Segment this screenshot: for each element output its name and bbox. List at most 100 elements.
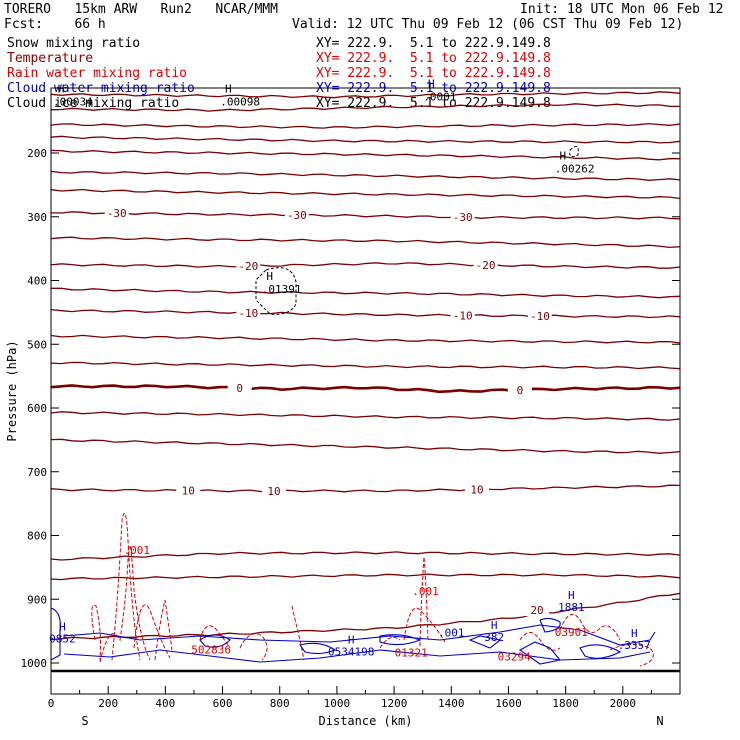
y-tick-label: 1000: [21, 657, 48, 670]
ice-max-value: .00034: [53, 96, 93, 109]
isotherm-label: 10: [182, 485, 195, 498]
isotherm-label-bg: [236, 306, 261, 319]
ice-max-marker: H: [559, 150, 566, 163]
rain-contour-12: [559, 613, 621, 641]
isotherm-18: [50, 551, 681, 561]
y-tick-label: 800: [27, 530, 47, 543]
x-tick-label: 2000: [610, 697, 637, 710]
cloud-water-contour-2: [63, 649, 651, 663]
rain-contour-5: [419, 556, 429, 647]
cloud-water-value: 0534198: [328, 645, 374, 658]
isotherm-6: [50, 188, 681, 200]
rain-contour-3: [91, 604, 101, 661]
ice-max-value: .0001: [423, 91, 456, 104]
x-axis-title: Distance (km): [319, 714, 413, 728]
ice-max-value: .00098: [220, 96, 260, 109]
plot-frame: [50, 87, 681, 695]
cloud-water-contour-6: [199, 634, 231, 648]
cloud-water-max-marker: H: [491, 619, 498, 632]
x-tick-label: 1600: [495, 697, 522, 710]
rain-contour-6: [403, 607, 446, 643]
isotherm-14: [50, 384, 681, 394]
cloud-water-contour-3: [379, 634, 422, 646]
rain-value: 03901: [555, 626, 588, 639]
isotherm-label-bg: [527, 310, 552, 323]
cloud-water-max-marker: H: [568, 589, 575, 602]
isotherm-12: [50, 334, 681, 344]
cloud-water-contour-7: [299, 642, 337, 655]
field-name-rain: Rain water mixing ratio: [7, 66, 188, 81]
init-time: Init: 18 UTC Mon 06 Feb 12: [520, 2, 724, 17]
x-tick-label: 400: [155, 697, 175, 710]
x-tick-label: 1000: [324, 697, 351, 710]
isotherm-11: [50, 308, 681, 319]
x-tick-label: 800: [270, 697, 290, 710]
cloud-water-value: 382: [484, 631, 504, 644]
isotherm-19: [50, 573, 681, 581]
cloud-water-max-marker: H: [631, 627, 638, 640]
cloud-water-value: .001: [438, 626, 465, 639]
cloud-water-max-marker: H: [348, 633, 355, 646]
isotherm-16: [50, 438, 681, 454]
x-tick-label: 200: [98, 697, 118, 710]
isotherm-3: [50, 135, 681, 144]
south-end-label: S: [81, 714, 88, 728]
y-tick-label: 400: [27, 275, 47, 288]
isotherm-label-bg: [507, 383, 532, 396]
isotherm-label: -20: [238, 260, 258, 273]
isotherm-13: [50, 361, 681, 370]
y-tick-label: 600: [27, 402, 47, 415]
x-tick-label: 1400: [438, 697, 465, 710]
field-name-snow: Snow mixing ratio: [7, 36, 141, 51]
isotherm-label: -30: [107, 207, 127, 220]
x-tick-label: 1200: [381, 697, 408, 710]
isotherm-10: [51, 287, 681, 299]
isotherm-8: [50, 236, 681, 249]
isotherm-label-bg: [525, 604, 550, 617]
x-tick-label: 0: [48, 697, 55, 710]
y-tick-label: 300: [27, 211, 47, 224]
isotherm-20: [50, 592, 681, 641]
isotherm-label-bg: [465, 483, 490, 496]
ice-max-value: .01391: [262, 283, 302, 296]
ice-max-marker: H: [58, 83, 65, 96]
precip-layer: [50, 512, 656, 667]
field-xy-rain: XY= 222.9. 5.1 to 222.9.149.8: [316, 66, 551, 81]
isotherm-label-bg: [227, 381, 252, 394]
isotherm-2: [50, 122, 681, 129]
cloud-water-contour-5: [468, 635, 502, 649]
isotherm-label: -10: [238, 307, 258, 320]
isotherm-label: -30: [287, 209, 307, 222]
isotherm-label-bg: [176, 484, 201, 497]
y-tick-label: 500: [27, 338, 47, 351]
isotherm-7: [50, 211, 681, 220]
cloud-water-contour-0: [50, 607, 61, 661]
isotherm-9: [50, 262, 681, 269]
rain-value: .001: [124, 544, 151, 557]
isotherm-1: [50, 103, 681, 112]
rain-contour-2: [133, 604, 171, 659]
valid-time: Valid: 12 UTC Thu 09 Feb 12 (06 CST Thu …: [292, 17, 684, 32]
y-tick-label: 700: [27, 466, 47, 479]
cloud-ice-contour: [569, 145, 579, 158]
ice-max-marker: H: [225, 83, 232, 96]
x-tick-label: 1800: [552, 697, 579, 710]
isotherm-label-bg: [236, 259, 261, 272]
rain-value: .001: [412, 585, 439, 598]
cloud-water-max-marker: H: [59, 621, 66, 634]
isotherm-17: [50, 484, 681, 493]
cloud-water-value: 1881: [558, 601, 585, 614]
isotherm-label-bg: [284, 209, 309, 222]
y-axis-title: Pressure (hPa): [5, 340, 19, 441]
ice-max-value: .00262: [555, 163, 595, 176]
isotherm-label: 20: [530, 604, 543, 617]
cloud-water-value: 0852: [49, 633, 76, 646]
field-xy-snow: XY= 222.9. 5.1 to 222.9.149.8: [316, 36, 551, 51]
isotherm-15: [50, 411, 681, 421]
isotherm-5: [50, 170, 681, 181]
model-title: TORERO 15km ARW Run2 NCAR/MMM: [4, 2, 278, 17]
rain-contour-0: [99, 545, 151, 663]
isotherm-label: -10: [453, 309, 473, 322]
